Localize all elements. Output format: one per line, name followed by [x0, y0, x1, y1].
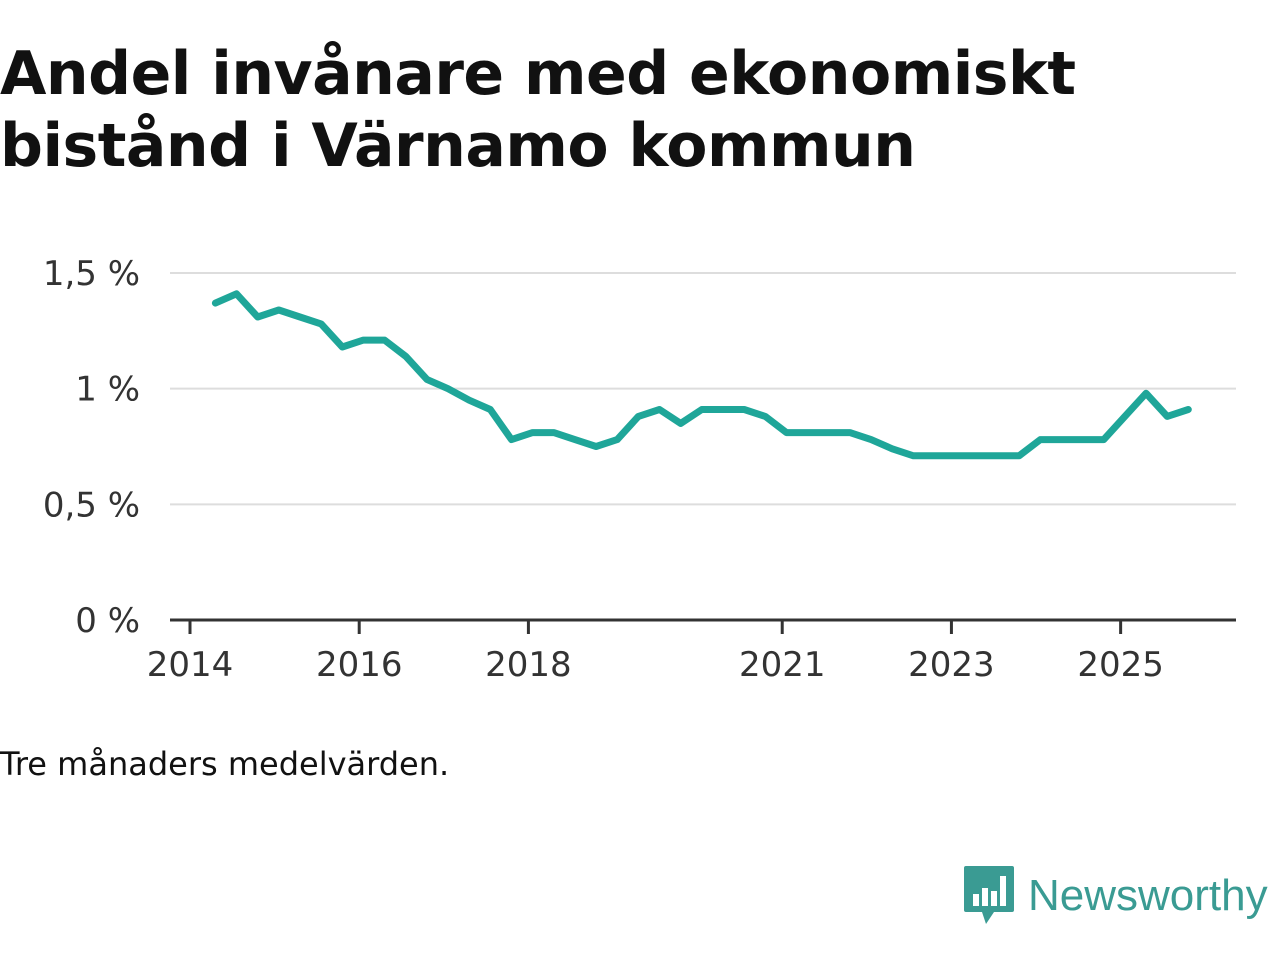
- y-tick-label: 1 %: [75, 370, 140, 410]
- brand-logo: Newsworthy: [962, 864, 1268, 928]
- x-tick-label: 2014: [147, 645, 234, 685]
- x-tick-label: 2021: [739, 645, 826, 685]
- x-tick-label: 2023: [908, 645, 995, 685]
- bar-chart-speech-bubble-icon: [964, 866, 1014, 924]
- brand-name: Newsworthy: [1028, 871, 1268, 920]
- axes: 0 % 0,5 % 1 % 1,5 % 2014 2016 2018 2021 2023 2025: [43, 254, 1236, 685]
- series-lines: [211, 290, 1192, 460]
- line-chart: 0 % 0,5 % 1 % 1,5 % 2014 2016 2018 2021 2023 2025: [43, 254, 1236, 685]
- y-tick-label: 1,5 %: [43, 254, 140, 294]
- y-tick-label: 0,5 %: [43, 485, 140, 525]
- chart-title: Andel invånare med ekonomiskt bistånd i …: [0, 39, 1076, 181]
- y-tick-label: 0 %: [75, 601, 140, 641]
- footnote: Tre månaders medelvärden.: [0, 745, 450, 783]
- x-tick-label: 2016: [316, 645, 403, 685]
- x-tick-label: 2018: [485, 645, 572, 685]
- gridlines: [170, 272, 1236, 506]
- x-tick-label: 2025: [1077, 645, 1164, 685]
- series-line: [211, 290, 1192, 460]
